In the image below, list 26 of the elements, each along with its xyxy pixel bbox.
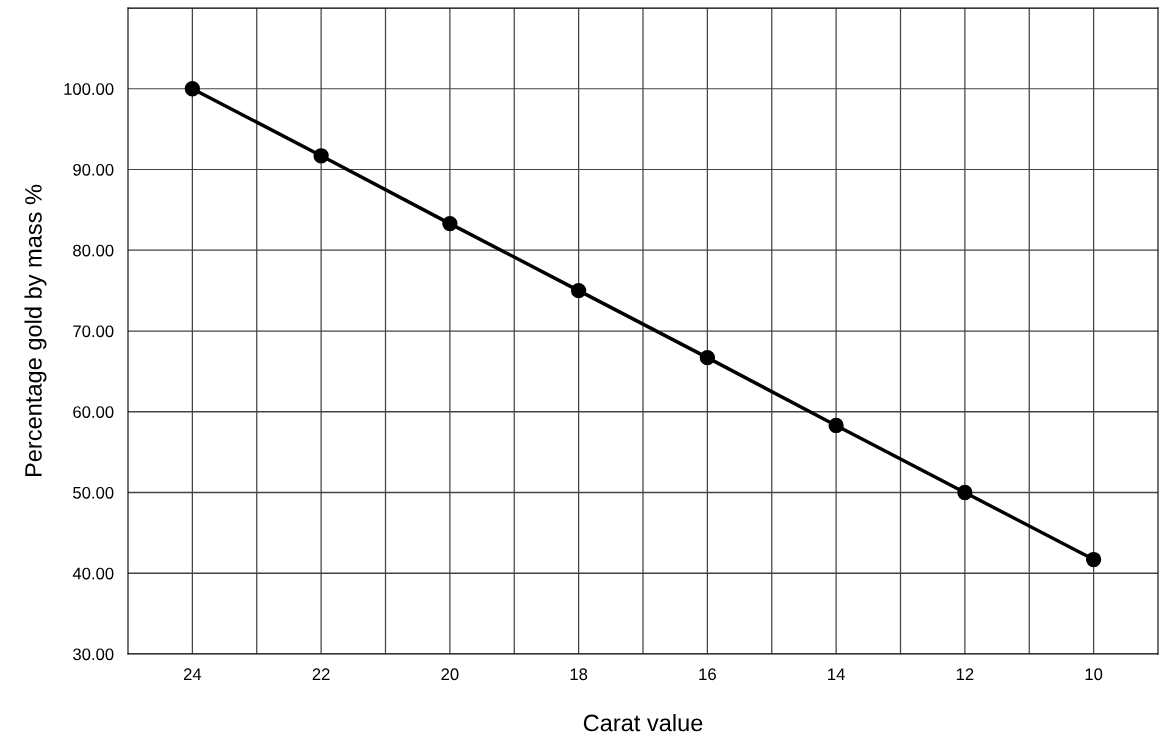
- point: [570, 282, 587, 299]
- x-axis-title: Carat value: [583, 713, 703, 732]
- point: [442, 215, 458, 232]
- y-tick-label: 80.00: [73, 244, 114, 257]
- point: [1085, 551, 1102, 568]
- x-tick-label: 22: [312, 668, 330, 680]
- y-axis-title: Percentage gold by mass %: [24, 184, 47, 477]
- y-tick-label: 70.00: [73, 325, 114, 338]
- y-tick-label: 60.00: [73, 406, 114, 418]
- point: [313, 148, 329, 164]
- x-tick-label: 20: [441, 668, 459, 681]
- x-tick-label: 10: [1085, 668, 1103, 681]
- point: [828, 417, 844, 434]
- x-tick-label: 12: [956, 668, 974, 680]
- x-tick-label: 16: [699, 668, 716, 681]
- point: [699, 350, 716, 366]
- y-tick-label: 30.00: [73, 648, 114, 661]
- point: [184, 81, 201, 97]
- y-tick-label: 90.00: [73, 163, 114, 176]
- y-tick-label: 100.00: [64, 83, 114, 95]
- x-tick-label: 18: [570, 668, 588, 681]
- y-tick-label: 50.00: [73, 486, 114, 499]
- x-tick-label: 14: [828, 668, 845, 680]
- x-tick-label: 24: [183, 668, 202, 680]
- point: [957, 484, 973, 501]
- y-tick-label: 40.00: [72, 567, 114, 580]
